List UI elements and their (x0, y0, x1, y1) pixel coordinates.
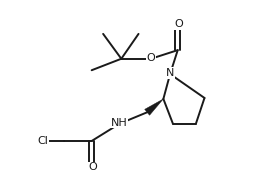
Text: O: O (88, 162, 97, 172)
Text: N: N (166, 68, 175, 78)
Text: O: O (174, 19, 183, 29)
Text: NH: NH (111, 118, 128, 128)
Text: Cl: Cl (37, 136, 48, 146)
Text: O: O (147, 53, 155, 63)
Polygon shape (145, 99, 163, 115)
